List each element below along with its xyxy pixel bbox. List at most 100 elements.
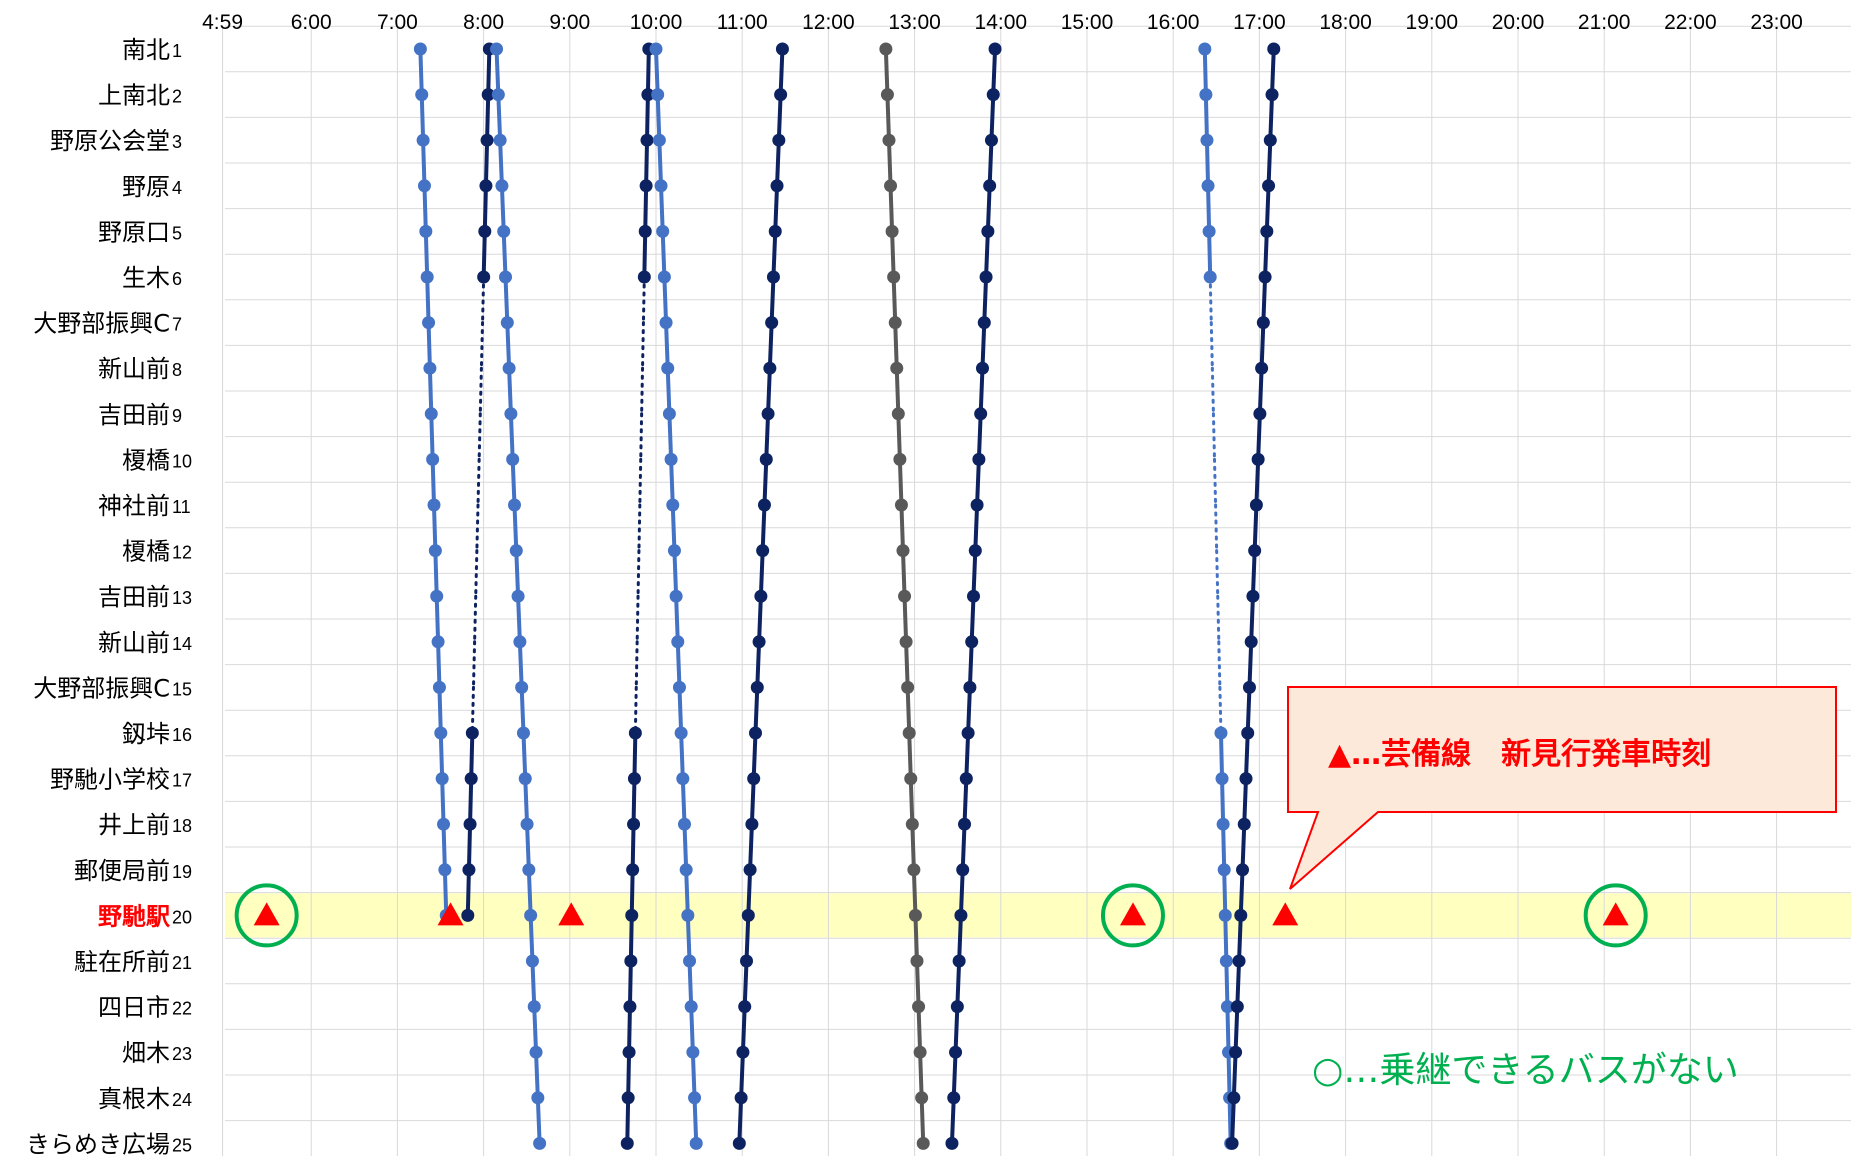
trip-stop-point <box>974 407 988 421</box>
trip-stop-point <box>674 726 688 740</box>
trip-stop-point <box>950 1000 964 1014</box>
trip-stop-point <box>1218 908 1232 922</box>
trip-segment <box>776 92 783 143</box>
trip-segment <box>888 183 895 234</box>
trip-stop-point <box>464 772 478 786</box>
trip-stop-point <box>664 452 678 466</box>
trip-segment <box>429 411 435 462</box>
trip-segment <box>672 548 679 599</box>
trip-segment <box>421 138 427 188</box>
trip-stop-point <box>686 1045 700 1059</box>
trip-stop-point <box>1242 680 1256 694</box>
trip-segment <box>674 594 680 644</box>
trip-stop-point <box>981 224 995 238</box>
stop-name: 野馳小学校 <box>50 766 170 794</box>
trip-stop-point <box>1202 224 1216 238</box>
trip-segment <box>748 822 754 872</box>
trip-stop-point <box>757 498 771 512</box>
trip-segment <box>469 731 475 781</box>
trip-stop-point <box>752 635 766 649</box>
trip-segment <box>960 822 967 872</box>
trip-segment <box>1238 867 1245 918</box>
trip-stop-point <box>666 498 680 512</box>
trip-segment <box>525 822 531 872</box>
trip-segment <box>466 822 473 872</box>
trip-segment <box>982 275 989 325</box>
callout-text: ▲…芸備線 新見行発車時刻 <box>1328 737 1711 772</box>
trip-segment <box>769 275 776 325</box>
trip-segment <box>919 1095 926 1146</box>
trip-stop-point <box>525 954 539 968</box>
trip-stop-point <box>426 452 440 466</box>
trip-segment <box>655 92 662 143</box>
trip-stop-point <box>1234 908 1248 922</box>
trip-stop-point <box>885 224 899 238</box>
trip-stop-point <box>490 42 504 56</box>
trip-stop-point <box>765 316 779 330</box>
trip-segment <box>643 183 649 234</box>
trip-segment <box>975 457 981 507</box>
trip-stop-point <box>979 270 993 284</box>
trip-stop-point <box>884 179 898 193</box>
trip-stop-point <box>465 726 479 740</box>
trip-stop-point <box>625 908 639 922</box>
trip-segment <box>762 457 769 507</box>
trip-stop-point <box>1260 224 1274 238</box>
trip-stop-point <box>640 133 654 147</box>
trip-segment <box>423 229 430 279</box>
x-tick-label: 6:00 <box>291 11 332 34</box>
trip-segment <box>471 640 477 689</box>
trip-stop-point <box>654 179 668 193</box>
stop-number: 11 <box>172 497 191 517</box>
trip-segment <box>1249 594 1255 644</box>
trip-segment <box>883 47 890 97</box>
trip-segment <box>1247 639 1254 690</box>
trip-segment <box>526 867 533 918</box>
trip-stop-point <box>763 361 777 375</box>
trip-stop-point <box>970 498 984 512</box>
trip-stop-point <box>747 772 761 786</box>
stop-number: 3 <box>172 132 182 152</box>
trip-segment <box>517 639 524 690</box>
trip-stop-point <box>493 133 507 147</box>
trip-segment <box>900 548 907 599</box>
trip-segment <box>737 1095 744 1146</box>
trip-stop-point <box>774 88 788 102</box>
trip-segment <box>893 320 899 371</box>
trip-stop-point <box>432 680 446 694</box>
trip-stop-point <box>1241 726 1255 740</box>
trip-segment <box>485 92 491 143</box>
trip-segment <box>1207 229 1213 279</box>
trip-segment <box>966 685 972 735</box>
trip-stop-point <box>491 88 505 102</box>
trip-segment <box>498 138 504 188</box>
trip-stop-point <box>741 908 755 922</box>
trip-segment <box>958 867 965 918</box>
trip-stop-point <box>415 88 429 102</box>
trip-stop-point <box>676 772 690 786</box>
trip-stop-point <box>623 1000 637 1014</box>
trip-stop-point <box>1198 42 1212 56</box>
trip-stop-point <box>750 680 764 694</box>
trip-segment <box>1250 548 1257 599</box>
trip-segment <box>967 639 974 690</box>
trip-segment <box>976 411 983 462</box>
trip-stop-point <box>756 544 770 558</box>
trip-segment <box>505 320 512 371</box>
trip-segment <box>1202 47 1208 97</box>
trip-segment <box>532 1004 539 1055</box>
trip-stop-point <box>959 772 973 786</box>
trip-stop-point <box>977 316 991 330</box>
trip-segment <box>951 1050 958 1100</box>
trip-stop-point <box>463 817 477 831</box>
train-departure-triangle <box>253 902 280 926</box>
trip-segment <box>1233 1004 1240 1055</box>
trip-segment <box>433 548 439 599</box>
callout: ▲…芸備線 新見行発車時刻 <box>1287 686 1837 890</box>
trip-segment <box>479 321 485 370</box>
trip-stop-point <box>533 1136 547 1150</box>
stop-number: 21 <box>172 953 192 973</box>
trip-stop-point <box>628 726 642 740</box>
trip-segment <box>744 913 751 963</box>
trip-stop-point <box>627 772 641 786</box>
